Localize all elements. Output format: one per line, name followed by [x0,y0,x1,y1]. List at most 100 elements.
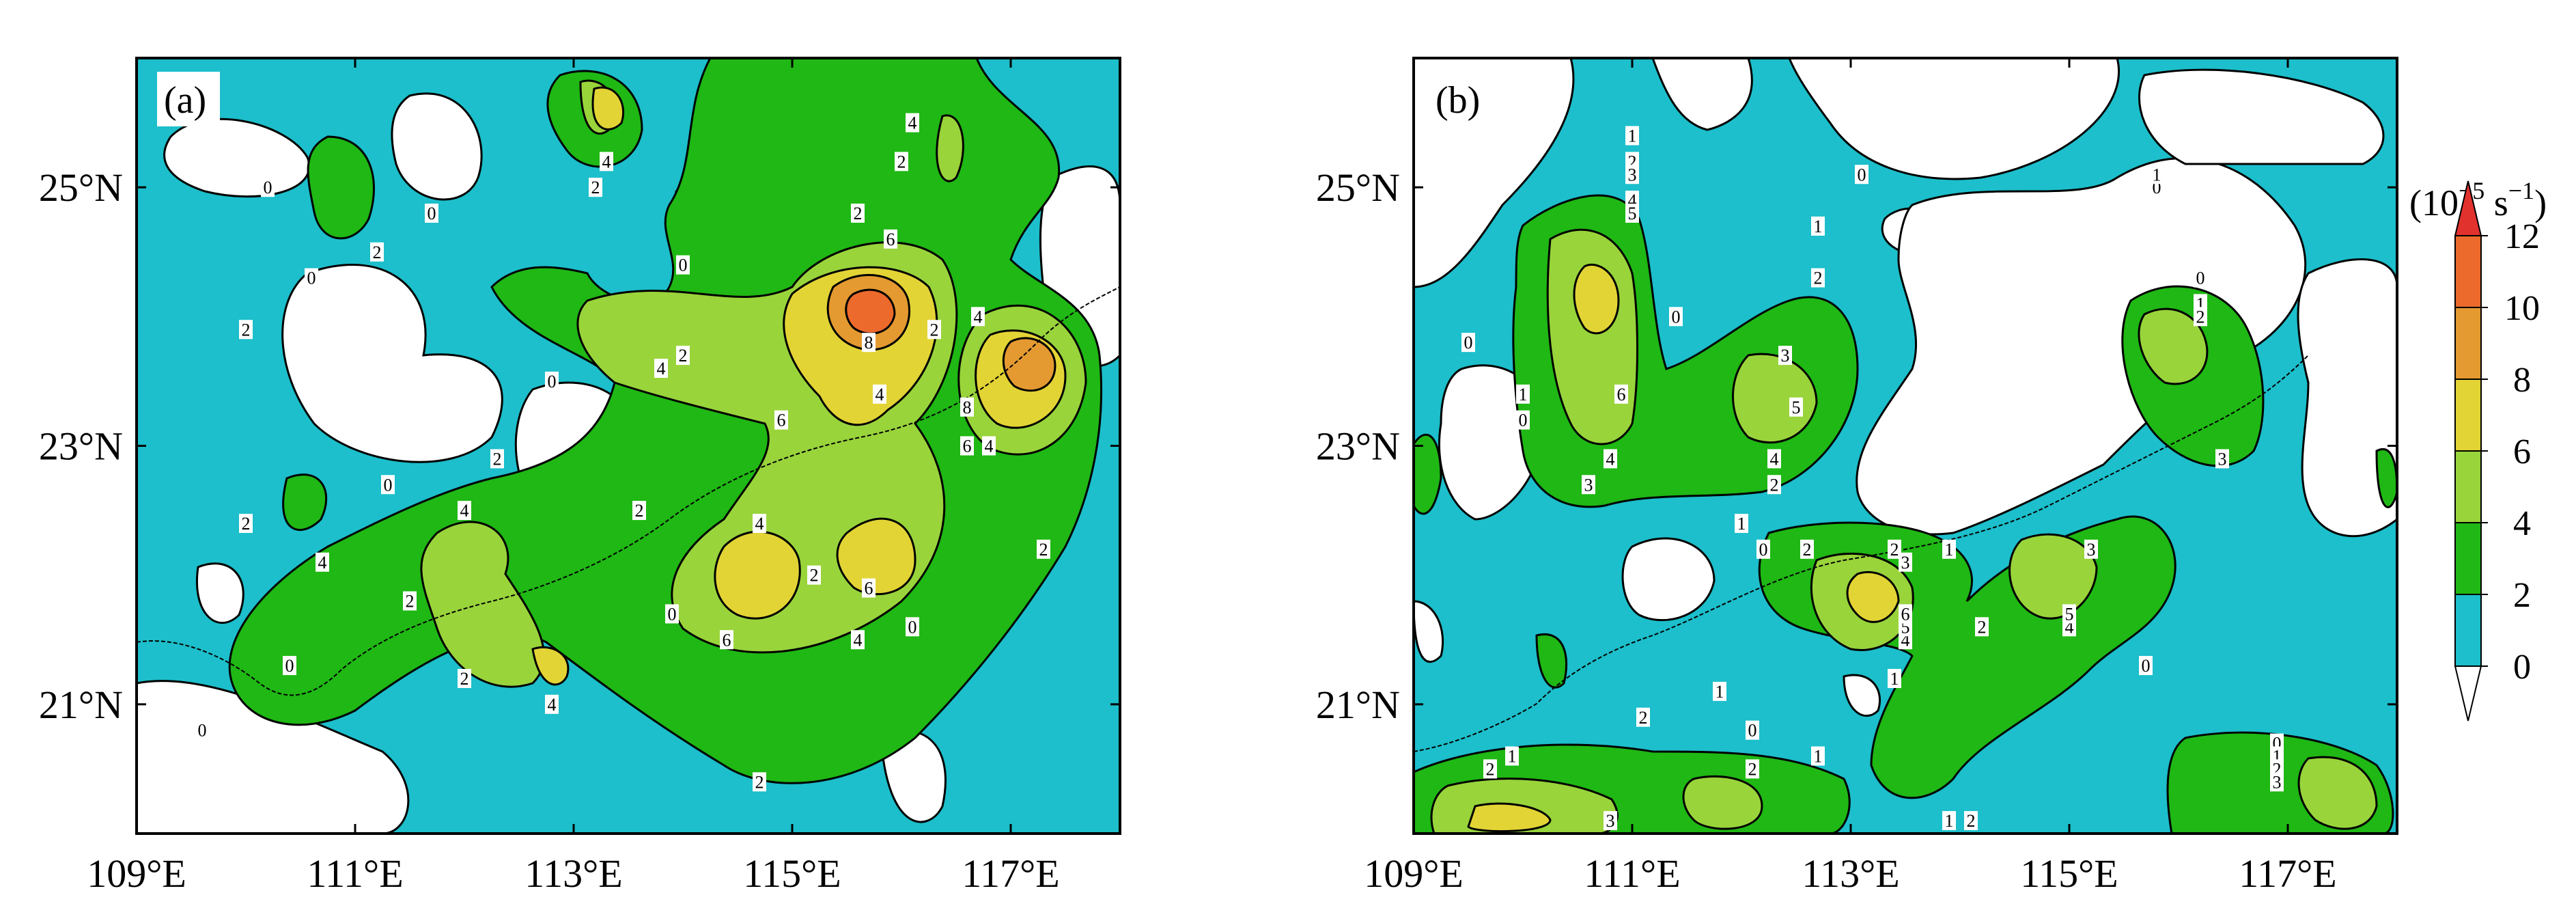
panel-b-label: (b) [1436,79,1480,122]
panel-b-contour-label: 2 [2196,307,2205,327]
panel-b-contour-label-bg [1582,475,1595,495]
panel-a-contour-label: 2 [373,243,382,262]
colorbar-segment [2454,307,2482,380]
panel-b-contour-label: 0 [1464,333,1473,353]
panel-b-contour-label-bg [2194,307,2207,327]
panel-b-contour-label: 6 [1617,385,1626,404]
panel-a-contour-label: 4 [602,152,611,171]
panel-b-contour-label-bg [1713,681,1726,701]
panel-b-contour-label: 4 [1606,449,1615,469]
panel-b-contour-label: 3 [2273,772,2282,792]
panel-a-contour-label: 4 [876,385,884,404]
panel-b-contour-label: 2 [1890,540,1899,560]
panel-a-contour-label-bg [851,204,865,223]
panel-b-contour-label-bg [1614,384,1628,404]
panel-a-contour-label: 2 [635,501,644,521]
panel-a-contour-label-bg [774,410,788,430]
colorbar-tick-label: 10 [2504,289,2540,328]
panel-b-label-box [1429,72,1494,126]
panel-b-contour-label-bg [1625,165,1639,184]
panel-b-contour-label-bg [1899,604,1912,624]
panel-b-level-6-regions [1467,264,1900,833]
colorbar-tick-label: 8 [2513,361,2531,400]
panel-a-x-tick-label: 117°E [962,851,1059,896]
panel-a-contour-label-bg [545,371,559,391]
panel-a-contour-label: 0 [548,372,557,391]
panel-a-contour-label-bg [545,694,559,714]
panel-b-contour-label-bg [2194,268,2207,288]
panel-b-contour-label: 1 [1508,747,1517,767]
panel-b-contour-label: 6 [1901,604,1910,624]
panel-a-x-tick-label: 109°E [87,851,186,896]
panel-b-contour-label-bg [1505,746,1519,766]
panel-b-contour-label: 5 [1792,398,1801,417]
panel-a-contour-label-bg [753,772,766,792]
colorbar-segment [2454,594,2482,667]
panel-b-contour-label: 3 [1781,346,1790,366]
panel-a-x-tick-label: 111°E [307,851,403,896]
panel-b-contour-label: 0 [1759,540,1768,560]
panel-b-contour-label-bg [1625,204,1639,223]
panel-a-contour-label-bg [665,604,679,624]
panel-b-field [1414,58,2397,834]
panel-b-contour-label-bg [1811,216,1825,236]
panel-b-y-tick-label: 23°N [1316,424,1400,469]
panel-a-contour-label-bg [720,630,733,650]
panel-a-y-tick-label: 25°N [39,165,123,210]
panel-a-field [137,58,1120,834]
panel-b-contour-label: 1 [1814,747,1823,767]
panel-a-y-tick-label: 21°N [39,683,123,727]
colorbar-title-unit-exp: −1 [2508,177,2534,204]
colorbar-segment [2454,379,2482,452]
panel-b-contour-label-bg [1735,514,1748,533]
panel-a-contour-label-bg [753,514,766,533]
panel-b-y-tick-label: 25°N [1316,165,1400,210]
colorbar-tick-label: 12 [2504,217,2540,256]
panel-a-contour-label: 4 [460,501,469,521]
panel-b-contour-label: 0 [1519,411,1528,430]
panel-b-contour-label: 2 [1486,759,1495,779]
panel-a-contour-label: 2 [1039,540,1048,560]
panel-a-contour-label: 4 [755,514,764,534]
panel-b-contour-label-bg [1461,333,1475,353]
panel-a-axes: 109°E 111°E 113°E 115°E 117°E 21°N 23°N 25°N [39,58,1120,896]
panel-a-contour-label-bg [960,436,974,456]
panel-b-contour-label-bg [1975,617,1989,637]
panel-b-contour-label-bg [1746,720,1759,740]
panel-b-contour-label-bg [2150,165,2164,184]
panel-a: (a) 000000000022222222222222244444444444… [39,57,1121,896]
panel-b-contour-label: 3 [1901,553,1910,573]
colorbar-tick-label: 4 [2513,504,2531,543]
panel-a-contour-label: 4 [985,437,994,456]
panel-a-contour-label-bg [873,384,886,404]
panel-a-contour-label: 2 [679,346,688,366]
panel-a-y-tick-label: 23°N [39,424,123,469]
colorbar-upper-extension [2454,180,2482,236]
panel-b-contour-label: 2 [1803,540,1812,560]
panel-b-x-tick-label: 117°E [2239,851,2336,896]
panel-a-contour-label-bg [927,320,941,340]
panel-a-contour-label-bg [982,436,996,456]
panel-b-contour-label: 1 [1716,682,1724,702]
panel-a-contour-label-bg [305,268,318,288]
panel-b-contour-label-bg [2270,772,2284,792]
panel-b-contour-label: 2 [1770,475,1779,495]
panel-a-contour-label: 4 [318,553,327,573]
panel-b-contour-label-bg [1516,410,1530,430]
panel-a-contour-label: 0 [384,475,393,495]
panel-b-contour-label: 1 [1945,811,1954,831]
panel-a-contour-label: 0 [908,617,917,637]
panel-a-contour-label: 6 [777,411,786,430]
panel-a-contour-label: 4 [908,113,917,133]
panel-b-contour-label: 0 [1858,165,1866,184]
panel-a-contour-label-bg [589,178,602,197]
panel-b-contour-label-bg [1942,539,1956,559]
panel-a-contour-label-bg [261,178,275,197]
panel-a-level-8-regions [826,274,1056,392]
panel-a-contour-labels: 0000000000222222222222222444444444446666… [195,113,1050,792]
panel-a-contour-label: 8 [963,398,972,417]
panel-a-label-box [157,72,220,126]
panel-a-contour-label: 6 [723,630,731,650]
panel-a-contour-label: 2 [854,204,863,223]
colorbar-segment [2454,235,2482,308]
